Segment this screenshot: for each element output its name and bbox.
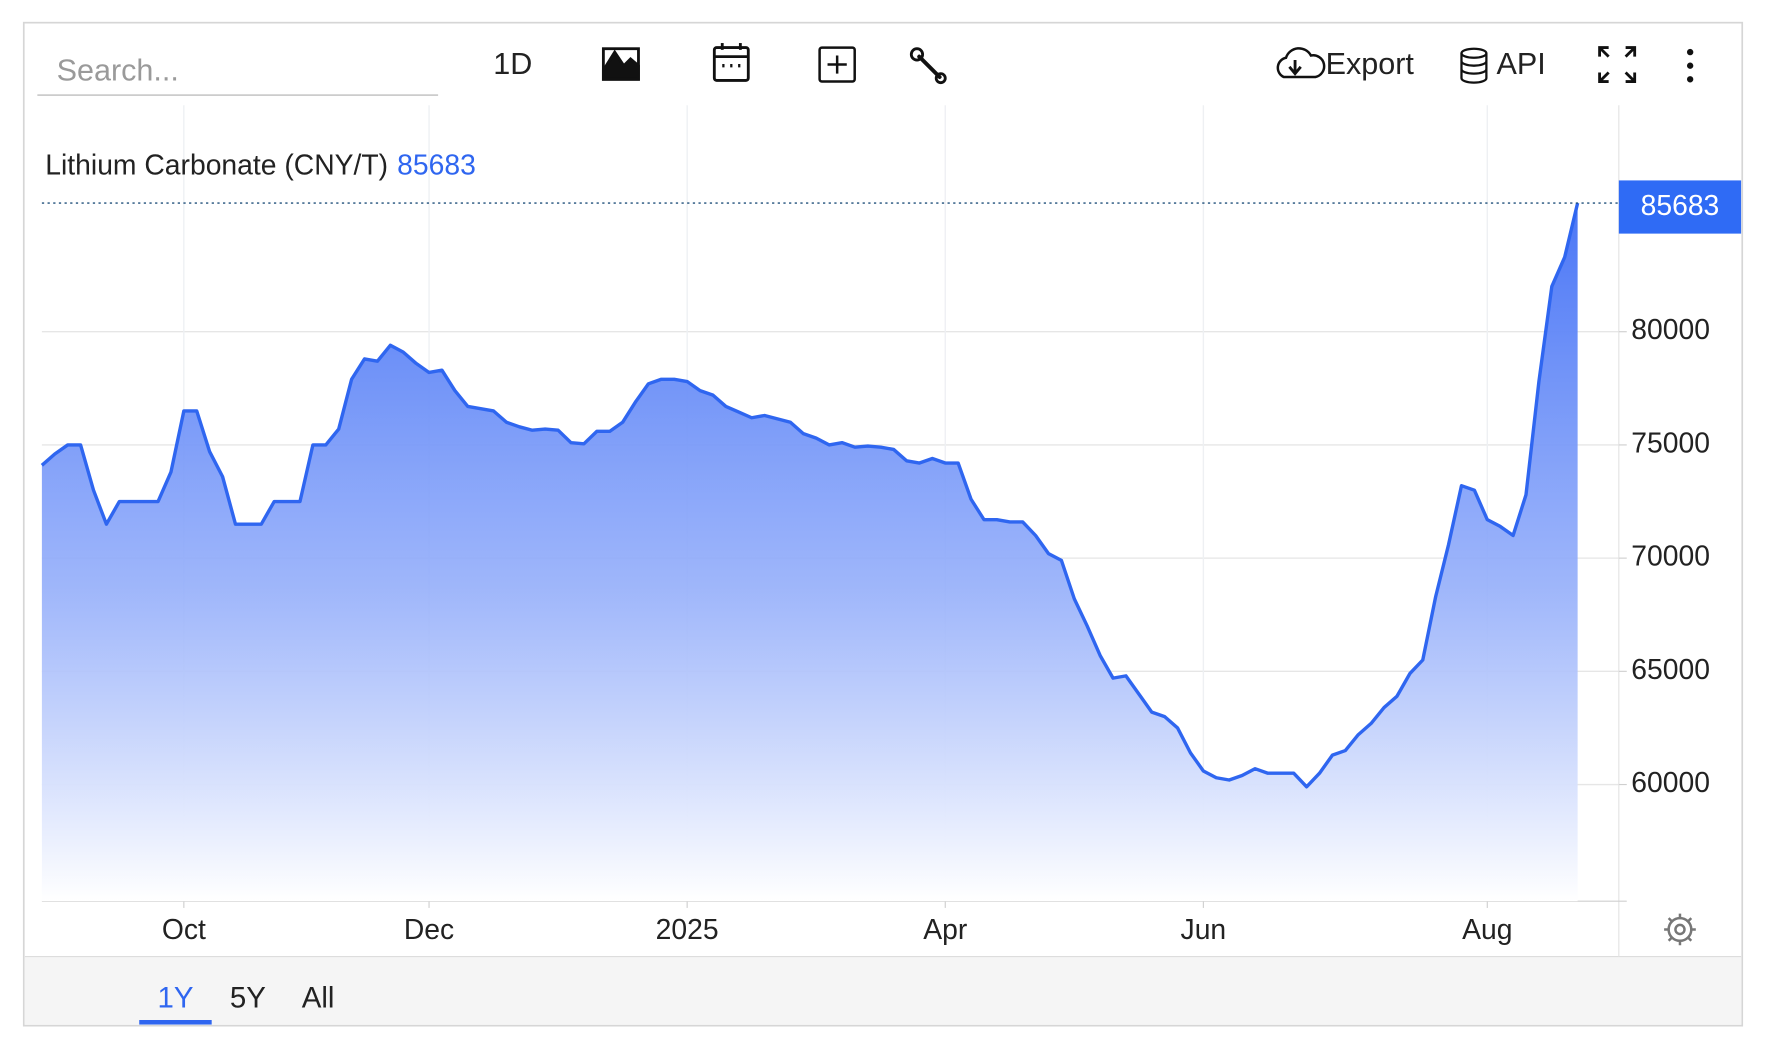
search-input[interactable]: Search... (57, 54, 179, 88)
api-icon[interactable] (1460, 47, 1488, 84)
x-tick-label: Aug (1462, 913, 1512, 945)
api-button[interactable]: API (1497, 47, 1546, 81)
last-value: 85683 (397, 149, 476, 181)
last-value-badge (1618, 180, 1742, 234)
export-button[interactable]: Export (1326, 47, 1415, 81)
range-button[interactable]: 5Y (230, 981, 266, 1014)
y-tick-label: 70000 (1631, 540, 1710, 572)
x-tick-label: Dec (404, 913, 454, 945)
labels: 60000 65000 70000 75000 80000 Oct Dec 2025 Apr Ju… (162, 313, 1710, 945)
range-button[interactable]: All (302, 981, 335, 1014)
fullscreen-button[interactable] (1598, 46, 1637, 83)
tools-button[interactable] (909, 47, 947, 85)
last-value-label: 85683 (1641, 189, 1720, 221)
compare-button[interactable] (818, 46, 856, 83)
area (41, 203, 1578, 902)
line (40, 202, 1580, 789)
y-tick-label: 80000 (1631, 313, 1710, 345)
x-tick-label: Apr (923, 913, 967, 945)
range-button[interactable]: 1Y (157, 981, 193, 1014)
more-menu[interactable] (1686, 48, 1694, 83)
y-tick-label: 65000 (1631, 653, 1710, 685)
x-tick-label: 2025 (656, 913, 719, 945)
interval-button[interactable]: 1D (493, 47, 532, 81)
chart-title: Lithium Carbonate (CNY/T) 85683 (45, 149, 476, 181)
export-icon[interactable] (1276, 47, 1326, 79)
y-tick-label: 60000 (1631, 766, 1710, 798)
plot: 85683 (40, 180, 1742, 902)
settings-button[interactable] (1664, 913, 1696, 946)
series-name: Lithium Carbonate (CNY/T) (45, 149, 388, 181)
range-active-underline (139, 1020, 212, 1025)
chart-type-button[interactable] (601, 47, 640, 81)
x-tick-label: Jun (1181, 913, 1227, 945)
calendar-button[interactable] (712, 43, 750, 82)
y-tick-label: 75000 (1631, 426, 1710, 458)
x-tick-label: Oct (162, 913, 206, 945)
range-bar (24, 956, 1742, 1025)
